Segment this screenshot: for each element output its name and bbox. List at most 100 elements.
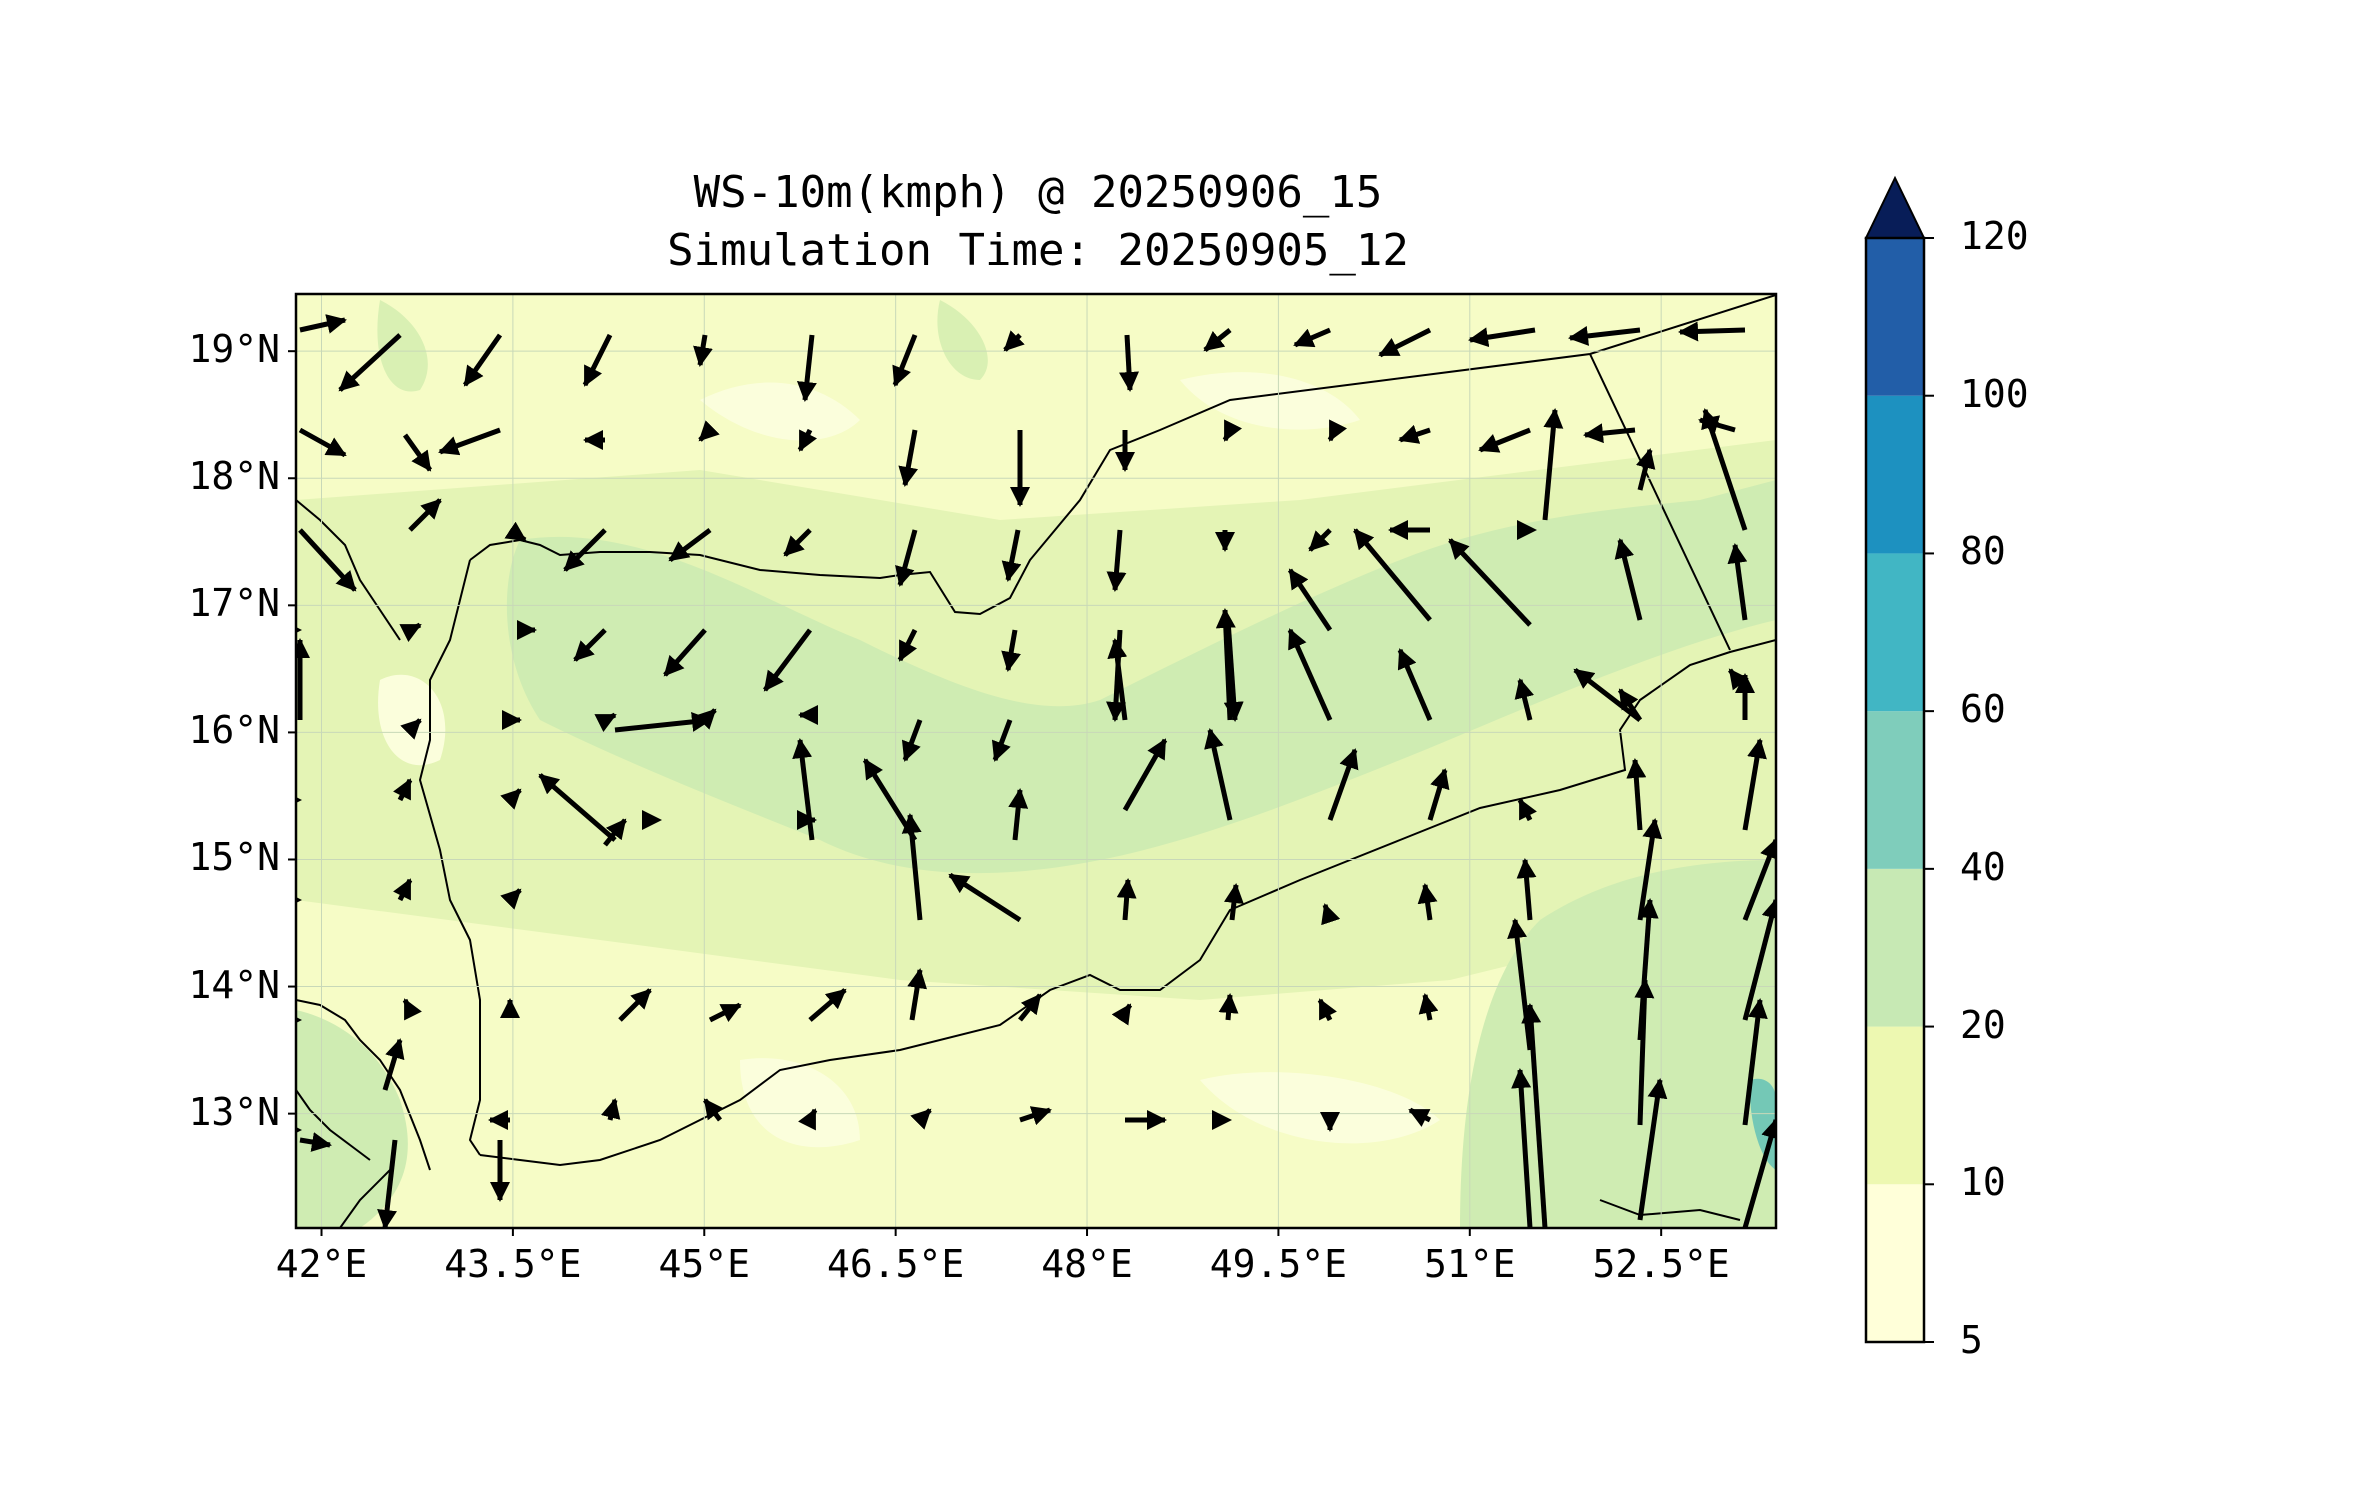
- wind-arrow: [1626, 758, 1647, 831]
- wind-arrow: [1287, 568, 1333, 632]
- colorbar: [1864, 175, 1934, 1344]
- wind-arrow: [1106, 529, 1127, 592]
- colorbar-tick-label: 100: [1960, 371, 2029, 416]
- lat-tick-label: 14°N: [188, 962, 280, 1007]
- wind-arrow: [393, 878, 413, 902]
- wind-arrow: [897, 628, 918, 662]
- wind-arrow: [408, 498, 442, 532]
- wind-arrow: [1353, 528, 1432, 622]
- lon-tick-label: 45°E: [658, 1242, 751, 1286]
- colorbar-tick-label: 40: [1960, 844, 2006, 889]
- wind-arrow: [500, 888, 522, 910]
- colorbar-segment: [1866, 238, 1924, 396]
- wind-arrow: [901, 719, 923, 762]
- colorbar-segment: [1866, 711, 1924, 869]
- wind-arrow: [1215, 608, 1236, 721]
- wind-arrow: [1018, 993, 1042, 1022]
- wind-arrow: [1478, 427, 1531, 453]
- wind-arrow: [991, 719, 1013, 762]
- colorbar-tick-label: 5: [1960, 1318, 1983, 1362]
- colorbar-segment: [1866, 1026, 1924, 1185]
- lat-tick-label: 16°N: [188, 708, 280, 753]
- colorbar-segment: [1866, 553, 1924, 712]
- wind-arrow: [1418, 993, 1439, 1021]
- wind-arrow: [1107, 638, 1128, 721]
- wind-arrow: [1218, 993, 1239, 1021]
- wind-arrow: [1317, 998, 1337, 1022]
- wind-arrow: [1204, 728, 1233, 821]
- wind-arrow: [1507, 918, 1533, 1051]
- colorbar-frame: [1864, 236, 1926, 1344]
- wind-band-20-40-central: [506, 480, 1776, 874]
- lat-tick-label: 17°N: [188, 581, 280, 626]
- wind-arrow: [1514, 678, 1535, 721]
- wind-arrow: [1417, 883, 1438, 921]
- wind-arrow: [796, 334, 817, 402]
- wind-arrow: [614, 711, 712, 733]
- wind-arrow: [1116, 878, 1137, 921]
- wind-arrow: [399, 622, 422, 642]
- wind-arrow: [1542, 408, 1564, 521]
- wind-arrow: [668, 528, 712, 562]
- wind-arrow: [808, 988, 847, 1022]
- wind-arrow: [298, 528, 357, 592]
- wind-arrow: [1468, 327, 1536, 348]
- wind-arrow: [798, 1108, 818, 1131]
- red-sea-west-coast: [296, 499, 431, 1228]
- wind-arrow: [1019, 1106, 1052, 1126]
- wind-arrow: [573, 628, 607, 662]
- wind-arrow: [1617, 688, 1643, 722]
- lon-tick-label: 51°E: [1424, 1242, 1516, 1286]
- wind-arrow: [1001, 629, 1021, 672]
- wind-arrow: [299, 1132, 332, 1152]
- wind-arrow: [400, 718, 422, 740]
- wind-arrow: [600, 1098, 621, 1121]
- lon-tick-label: 42°E: [275, 1242, 368, 1286]
- wind-arrow: [895, 529, 918, 587]
- wind-arrow: [1327, 748, 1359, 821]
- wind-arrow: [582, 333, 613, 387]
- wind-arrow: [892, 334, 918, 387]
- wind-arrow: [299, 314, 347, 334]
- map-frame: [294, 292, 1778, 1230]
- yemen-south-coast: [479, 639, 1776, 1167]
- wind-arrow: [1308, 528, 1332, 552]
- wind-arrow: [603, 818, 627, 847]
- colorbar-segment: [1866, 395, 1924, 554]
- wind-arrow: [1583, 423, 1636, 444]
- wind-arrow: [703, 1098, 724, 1122]
- wind-arrow: [563, 528, 607, 572]
- wind-arrow: [594, 712, 617, 732]
- wind-arrow: [1701, 408, 1748, 531]
- wind-arrow: [1678, 321, 1746, 342]
- wind-arrow: [1635, 448, 1656, 491]
- colorbar-tick-label: 60: [1960, 687, 2006, 732]
- colorbar-segment: [1866, 1184, 1924, 1342]
- wind-arrow: [382, 1038, 405, 1091]
- lat-tick-label: 13°N: [188, 1089, 280, 1134]
- yemen-west-coast: [418, 559, 481, 1156]
- wind-arrow: [504, 521, 527, 543]
- wind-arrow: [1293, 327, 1331, 348]
- wind-arrow: [1327, 419, 1347, 442]
- aden-gulf-north-somalia: [1599, 1199, 1741, 1221]
- wind-arrow: [1742, 738, 1767, 831]
- wind-arrow: [693, 334, 713, 367]
- wind-arrow: [1568, 326, 1641, 346]
- title-line-2: Simulation Time: 20250905_12: [667, 225, 1409, 276]
- wind-arrow: [438, 427, 501, 456]
- wind-arrow: [1742, 838, 1776, 921]
- wind-arrow: [1573, 668, 1642, 722]
- colorbar-tick-label: 10: [1960, 1160, 2006, 1205]
- wind-arrow: [1614, 538, 1643, 621]
- wind-arrow: [948, 872, 1022, 923]
- lon-tick-label: 49.5°E: [1209, 1242, 1348, 1286]
- wind-vectors: [296, 314, 1776, 1228]
- wind-arrow: [1378, 327, 1432, 358]
- wind-arrow: [500, 788, 522, 810]
- wind-arrow: [1427, 768, 1450, 821]
- wind-arrow: [901, 813, 923, 921]
- wind-arrow: [377, 1139, 398, 1228]
- colorbar-tick-label: 20: [1960, 1002, 2006, 1047]
